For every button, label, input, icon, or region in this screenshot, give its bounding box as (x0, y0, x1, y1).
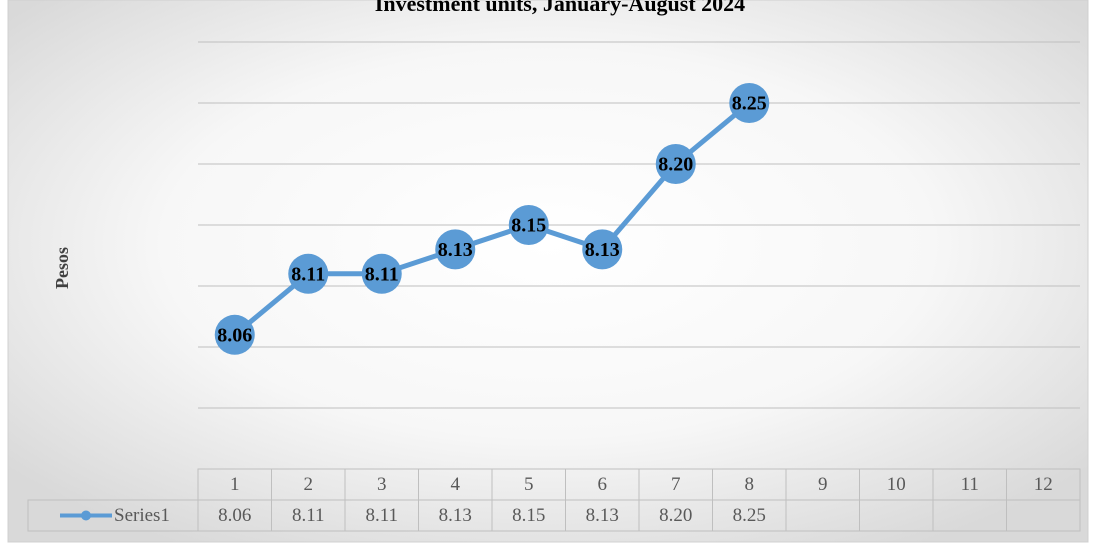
x-tick-label: 1 (230, 474, 240, 495)
x-tick-label: 2 (304, 474, 314, 495)
chart-title: Investment units, January-August 2024 (375, 0, 745, 16)
legend-label: Series1 (114, 505, 170, 526)
table-value: 8.11 (365, 505, 398, 526)
data-label: 8.15 (511, 215, 546, 237)
data-label: 8.06 (217, 324, 252, 346)
x-tick-label: 12 (1034, 474, 1053, 495)
x-tick-label: 6 (598, 474, 608, 495)
marker (214, 314, 255, 355)
data-label: 8.13 (585, 239, 620, 261)
table-cell (1006, 499, 1081, 532)
marker (729, 83, 770, 123)
y-axis-label: Pesos (52, 247, 72, 289)
x-tick-label: 3 (377, 474, 387, 495)
marker (655, 144, 696, 184)
data-label: 8.11 (365, 263, 399, 285)
legend-marker (81, 510, 91, 521)
table-value: 8.11 (292, 505, 325, 526)
x-tick-label: 11 (961, 474, 979, 495)
marker (361, 253, 402, 294)
data-label: 8.11 (291, 263, 325, 285)
table-value: 8.15 (512, 505, 545, 526)
x-tick-label: 7 (671, 474, 681, 495)
marker (288, 253, 329, 294)
marker (582, 229, 623, 270)
x-tick-label: 10 (887, 474, 906, 495)
data-label: 8.13 (438, 239, 473, 261)
chart-background (7, 0, 1089, 543)
marker (435, 229, 476, 270)
data-label: 8.25 (732, 93, 767, 115)
marker (508, 205, 549, 245)
table-value: 8.06 (218, 505, 251, 526)
table-value: 8.20 (659, 505, 692, 526)
table-value: 8.25 (733, 505, 766, 526)
table-value: 8.13 (439, 505, 472, 526)
x-tick-label: 8 (745, 474, 755, 495)
data-label: 8.20 (658, 154, 693, 176)
x-tick-label: 9 (818, 474, 828, 495)
x-tick-label: 4 (451, 474, 461, 495)
table-cell (27, 499, 199, 532)
x-tick-label: 5 (524, 474, 534, 495)
table-value: 8.13 (586, 505, 619, 526)
